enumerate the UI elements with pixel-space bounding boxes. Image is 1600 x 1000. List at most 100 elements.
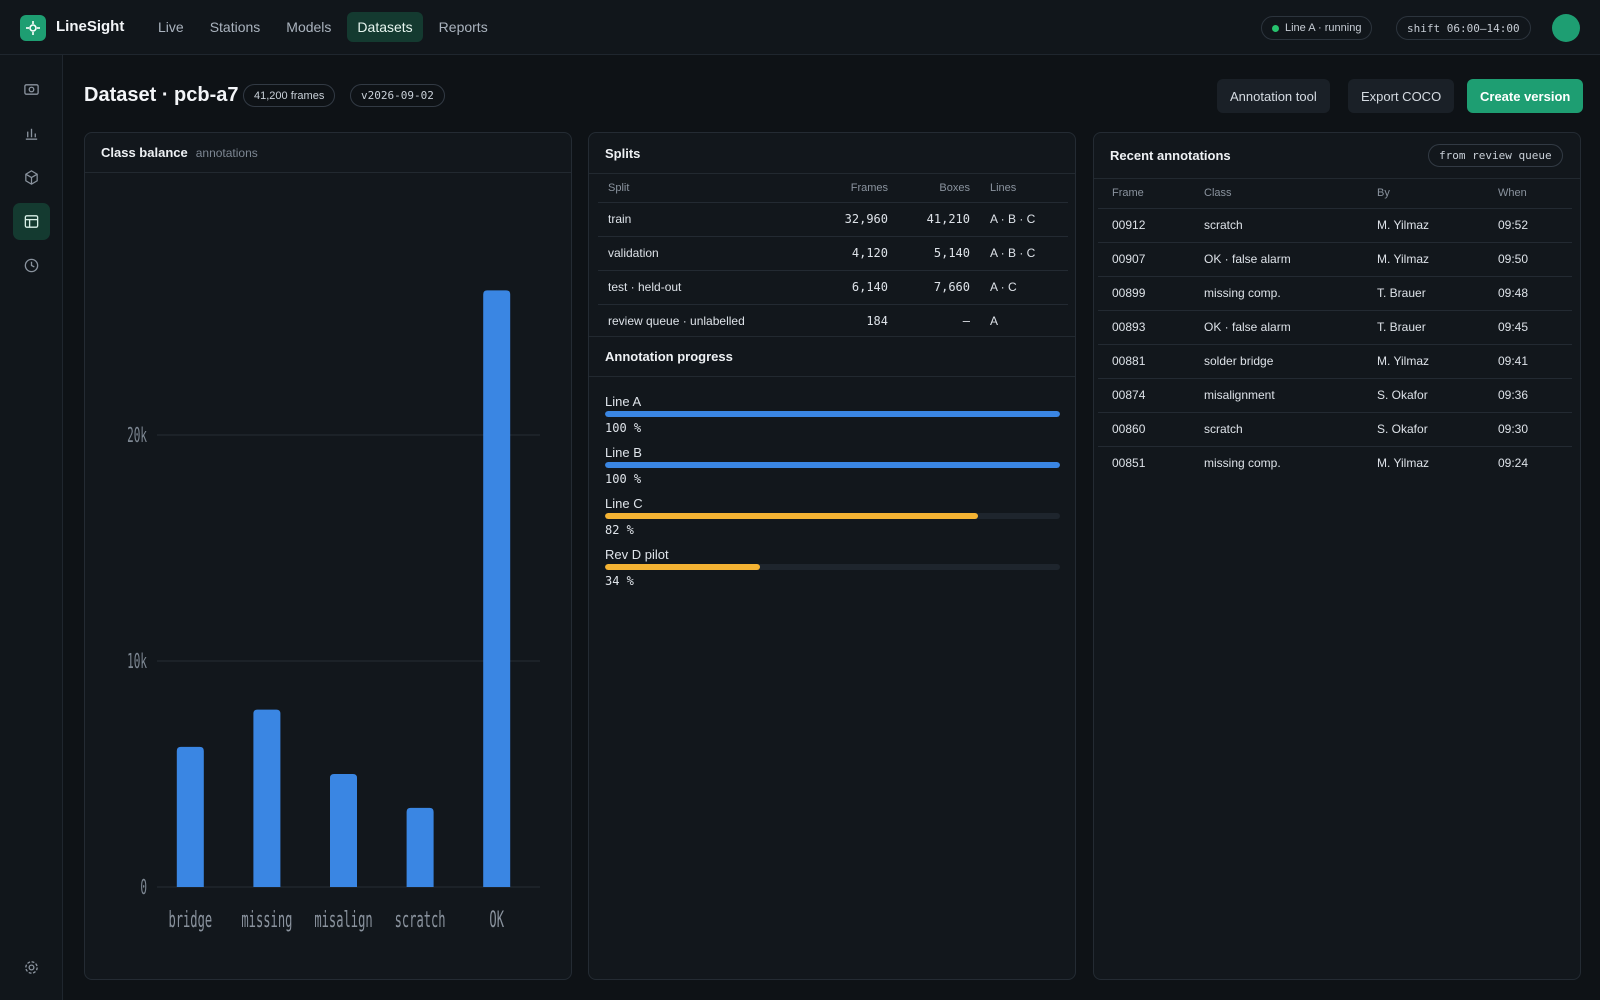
- annotation-class: solder bridge: [1190, 344, 1363, 379]
- table-row[interactable]: 00881 solder bridge M. Yilmaz 09:41: [1098, 344, 1572, 379]
- col-when: When: [1484, 179, 1572, 209]
- table-row[interactable]: test · held-out 6,140 7,660 A · C: [598, 270, 1068, 305]
- y-tick-label: 20k: [127, 423, 147, 447]
- progress-value: 100 %: [605, 421, 642, 435]
- annotator: T. Brauer: [1363, 276, 1484, 311]
- sidebar-item-live[interactable]: [13, 71, 50, 108]
- crosshair-icon[interactable]: [20, 15, 46, 41]
- nav-live[interactable]: Live: [158, 19, 184, 35]
- table-row[interactable]: 00893 OK · false alarm T. Brauer 09:45: [1098, 310, 1572, 345]
- export-coco-button[interactable]: Export COCO: [1348, 79, 1455, 113]
- nav-reports[interactable]: Reports: [438, 19, 488, 35]
- table-row[interactable]: 00851 missing comp. M. Yilmaz 09:24: [1098, 446, 1572, 480]
- table-row[interactable]: 00860 scratch S. Okafor 09:30: [1098, 412, 1572, 447]
- splits-header: Splits: [589, 133, 1075, 174]
- split-lines: A · B · C: [980, 202, 1068, 237]
- nav-datasets[interactable]: Datasets: [347, 12, 423, 42]
- table-row[interactable]: 00874 misalignment S. Okafor 09:36: [1098, 378, 1572, 413]
- split-name: review queue · unlabelled: [608, 314, 745, 329]
- col-by: By: [1363, 179, 1484, 209]
- sidebar-item-stats[interactable]: [13, 115, 50, 152]
- col-boxes: Boxes: [898, 174, 980, 203]
- camera-icon: [24, 84, 39, 95]
- table-row[interactable]: train 32,960 41,210 A · B · C: [598, 202, 1068, 237]
- annotator: T. Brauer: [1363, 310, 1484, 345]
- main-nav: Live Stations Models Datasets Reports: [148, 12, 498, 42]
- annotator: S. Okafor: [1363, 378, 1484, 413]
- annotation-time: 09:52: [1484, 208, 1572, 243]
- split-frames: 4,120: [798, 236, 898, 271]
- bar-bridge: [176, 746, 204, 887]
- annotation-time: 09:45: [1484, 310, 1572, 345]
- sidebar-item-datasets[interactable]: [13, 203, 50, 240]
- annotator: M. Yilmaz: [1363, 208, 1484, 243]
- frames-tag: 41,200 frames: [243, 84, 336, 107]
- recent-annotations-title: Recent annotations: [1110, 148, 1231, 163]
- progress-fill: [605, 462, 1060, 468]
- line-status-text: Line A · running: [1285, 22, 1362, 34]
- frame-id: 00912: [1098, 208, 1190, 243]
- status-dot-icon: [1272, 24, 1279, 32]
- bar-scratch: [406, 807, 434, 887]
- class-balance-chart: 0 10k 20k bridge missing misalign scratch OK: [127, 290, 540, 933]
- sidebar-item-history[interactable]: [13, 247, 50, 284]
- recent-annotations-panel: Recent annotations from review queue Fra…: [1093, 132, 1581, 980]
- sidebar-item-models[interactable]: [13, 159, 50, 196]
- col-lines: Lines: [980, 174, 1068, 203]
- y-tick-label: 10k: [127, 649, 147, 673]
- col-class: Class: [1190, 179, 1363, 209]
- splits-title: Splits: [605, 145, 641, 161]
- frame-id: 00881: [1098, 344, 1190, 379]
- nav-stations[interactable]: Stations: [209, 19, 261, 35]
- cube-icon: [25, 170, 38, 185]
- progress-value: 100 %: [605, 472, 642, 486]
- table-row[interactable]: review queue · unlabelled 184 — A: [598, 304, 1068, 338]
- annotator: M. Yilmaz: [1377, 456, 1430, 471]
- split-frames: 32,960: [798, 202, 898, 237]
- progress-label: Line A: [605, 394, 642, 409]
- annotation-class: missing comp.: [1190, 276, 1363, 311]
- annotation-class: scratch: [1190, 412, 1363, 447]
- split-lines: A · C: [980, 270, 1068, 305]
- y-tick-label: 0: [140, 875, 147, 899]
- frame-id: 00899: [1098, 276, 1190, 311]
- x-tick-label: scratch: [395, 908, 446, 933]
- class-balance-subtitle: annotations: [195, 145, 258, 160]
- table-row[interactable]: validation 4,120 5,140 A · B · C: [598, 236, 1068, 271]
- sidebar-item-settings[interactable]: [13, 949, 50, 986]
- progress-value: 34 %: [605, 574, 634, 588]
- x-tick-label: missing: [241, 908, 292, 933]
- split-name: train: [598, 202, 798, 237]
- avatar[interactable]: [1552, 14, 1580, 42]
- bar-chart-icon: [25, 128, 38, 140]
- splits-header-row: Split Frames Boxes Lines: [598, 174, 1068, 203]
- progress-value: 82 %: [605, 523, 634, 537]
- progress-fill: [605, 513, 979, 519]
- progress-track: [605, 513, 1060, 519]
- settings-icon: [25, 961, 38, 974]
- col-frames: Frames: [798, 174, 898, 203]
- bar-missing: [253, 709, 281, 887]
- annotation-time: 09:30: [1484, 412, 1572, 447]
- dataset-layout-icon: [24, 215, 39, 228]
- annotation-class: missing comp.: [1204, 456, 1281, 471]
- recent-header-row: Frame Class By When: [1098, 179, 1572, 209]
- col-frame: Frame: [1098, 179, 1190, 209]
- annotator: M. Yilmaz: [1363, 242, 1484, 277]
- table-row[interactable]: 00899 missing comp. T. Brauer 09:48: [1098, 276, 1572, 311]
- col-split: Split: [598, 174, 798, 203]
- recent-annotations-header: Recent annotations: [1094, 133, 1580, 179]
- review-queue-filter[interactable]: from review queue: [1428, 144, 1563, 167]
- split-frames: 6,140: [798, 270, 898, 305]
- table-row[interactable]: 00907 OK · false alarm M. Yilmaz 09:50: [1098, 242, 1572, 277]
- nav-models[interactable]: Models: [286, 19, 332, 35]
- annotation-tool-button[interactable]: Annotation tool: [1217, 79, 1330, 113]
- clock-icon: [24, 258, 39, 273]
- create-version-button[interactable]: Create version: [1467, 79, 1584, 113]
- table-row[interactable]: 00912 scratch M. Yilmaz 09:52: [1098, 208, 1572, 243]
- progress-label: Line B: [605, 445, 642, 460]
- x-tick-label: bridge: [168, 908, 212, 933]
- frame-id: 00851: [1112, 456, 1146, 471]
- sidebar: [0, 55, 63, 1000]
- class-balance-header: Class balance annotations: [85, 133, 571, 173]
